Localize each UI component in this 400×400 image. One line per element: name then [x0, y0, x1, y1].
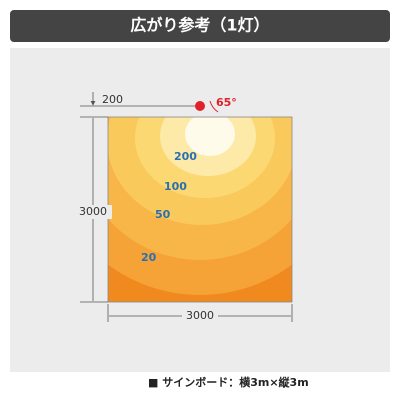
label-bg — [74, 205, 112, 219]
label-bg — [182, 309, 218, 323]
header-bar — [10, 10, 390, 42]
contour-label: 100 — [164, 180, 187, 193]
angle-label: 65° — [216, 96, 237, 109]
contour-label: 200 — [174, 150, 197, 163]
light-spread — [108, 117, 292, 302]
contour-label: 20 — [141, 251, 157, 264]
light-source — [195, 101, 205, 111]
width-label: 3000 — [186, 309, 214, 322]
footer-caption: ■ サインボード：横3m×縦3m — [148, 375, 309, 389]
height-label: 3000 — [79, 205, 107, 218]
offset-label: 200 — [102, 93, 123, 106]
header-title: 広がり参考（1灯） — [130, 16, 269, 35]
contour-label: 50 — [155, 208, 171, 221]
angle-arc — [209, 100, 219, 113]
